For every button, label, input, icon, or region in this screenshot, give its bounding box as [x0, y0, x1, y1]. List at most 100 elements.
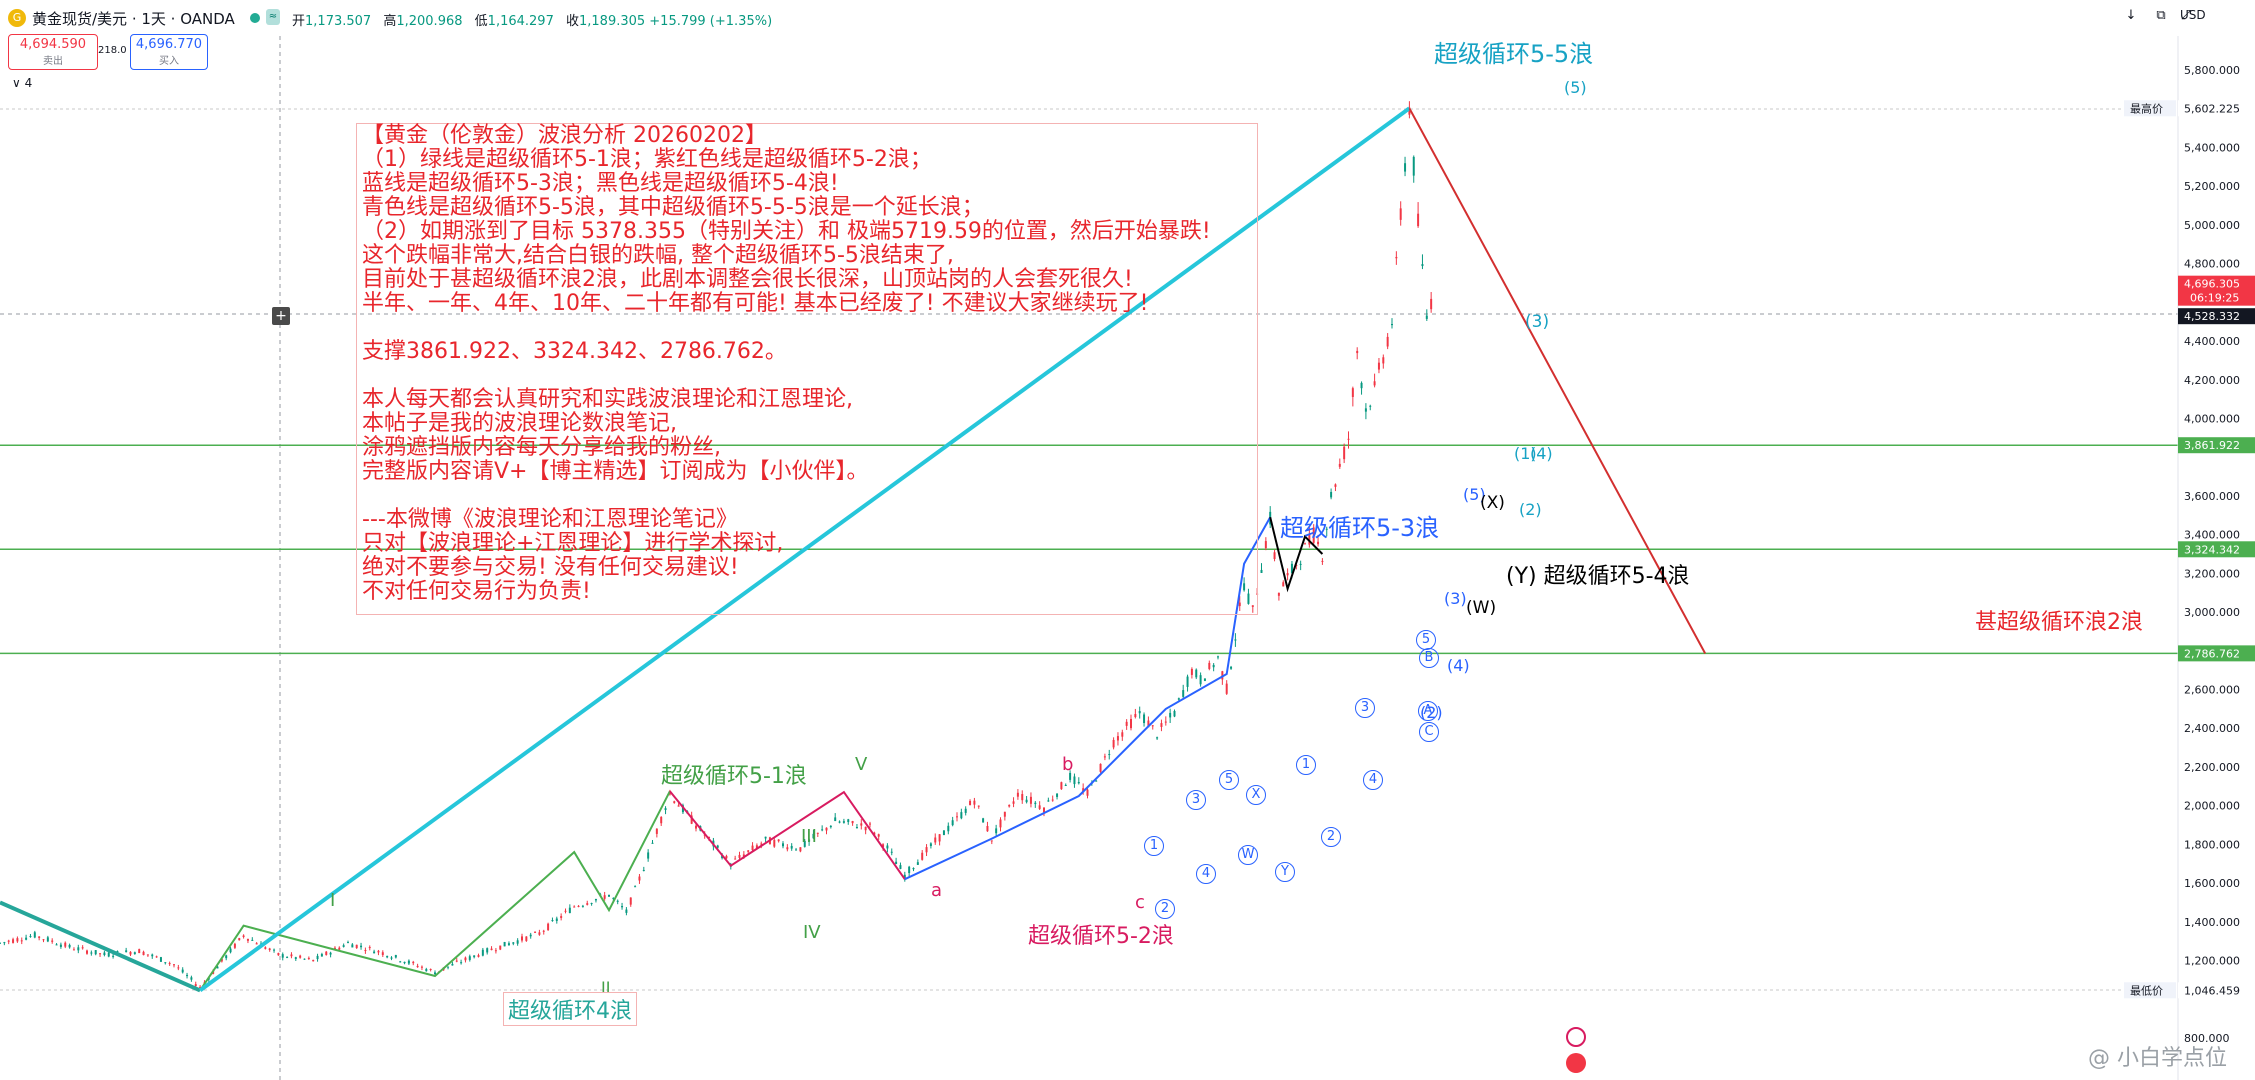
wave-iii-label: III	[801, 826, 817, 847]
candle-body	[790, 845, 793, 849]
price-tick-label: 4,200.000	[2184, 374, 2240, 387]
candle-body	[555, 918, 558, 921]
candle-body	[42, 939, 45, 941]
wave55-label: 超级循环5-5浪	[1434, 40, 1594, 68]
candle-body	[525, 936, 528, 941]
candle-body	[68, 944, 71, 948]
candle-body	[286, 957, 289, 959]
super-cycle-5-1-line	[199, 790, 671, 991]
price-tick-label: 2,200.000	[2184, 761, 2240, 774]
candle-body	[451, 963, 454, 966]
sub-wave-c2-label: 2	[1155, 899, 1175, 919]
candle-body	[1347, 438, 1350, 440]
candle-body	[1121, 732, 1124, 737]
candle-body	[186, 974, 189, 977]
candle-body	[355, 944, 358, 949]
candle-body	[1364, 408, 1367, 412]
candle-body	[425, 968, 428, 972]
candle-body	[921, 852, 924, 860]
candle-body	[1260, 569, 1263, 573]
sub-wave-2-line	[1408, 107, 1707, 654]
candle-body	[377, 950, 380, 953]
candle-body	[1125, 721, 1128, 726]
lightning-event-icon	[1566, 1027, 1586, 1047]
candle-body	[568, 907, 571, 913]
candle-body	[412, 961, 415, 964]
candle-body	[1177, 698, 1180, 700]
price-tick-label: 3,200.000	[2184, 567, 2240, 580]
analysis-note-line: 涂鸦遮挡版内容每天分享给我的粉丝,	[362, 435, 721, 460]
candle-body	[1217, 656, 1219, 658]
price-tag-bg	[2178, 275, 2255, 306]
wave-ii-label: II	[601, 978, 611, 997]
candle-body	[1016, 792, 1019, 797]
candle-body	[834, 817, 837, 822]
buy-button[interactable]: 4,696.770 买入	[130, 34, 208, 70]
candle-body	[603, 895, 606, 899]
price-tag-label-bg	[2124, 982, 2176, 999]
candle-body	[551, 920, 554, 922]
price-tag-label: 最高价	[2130, 101, 2163, 115]
sub-wave-eB-label: B	[1419, 648, 1439, 668]
gold-coin-icon[interactable]: G	[8, 9, 26, 27]
analysis-note-line: 【黄金（伦敦金）波浪分析 20260202】	[362, 123, 767, 148]
candle-body	[1073, 776, 1076, 785]
candle-body	[1430, 298, 1433, 310]
candle-body	[447, 966, 450, 968]
candle-body	[1382, 357, 1385, 364]
candle-body	[969, 800, 972, 806]
candle-body	[925, 847, 928, 853]
candle-body	[277, 952, 280, 956]
price-tick-label: 4,400.000	[2184, 335, 2240, 348]
candle-body	[507, 943, 510, 946]
candle-body	[1356, 350, 1359, 354]
price-tag-value: 1,046.459	[2184, 984, 2240, 997]
arrow-down-icon[interactable]: ↓	[2125, 8, 2137, 23]
candle-body	[307, 957, 310, 959]
candle-body	[995, 828, 998, 834]
candle-body	[199, 986, 202, 989]
candle-body	[1377, 362, 1380, 370]
analysis-note-line: （2）如期涨到了目标 5378.355（特别关注）和 极端5719.59的位置，…	[362, 219, 1211, 244]
candle-body	[964, 808, 967, 813]
currency-select[interactable]: USD	[2180, 8, 2206, 22]
candle-body	[220, 958, 223, 962]
wave-3-label: (3)	[1525, 312, 1550, 332]
price-tick-label: 3,000.000	[2184, 606, 2240, 619]
candle-body	[777, 839, 780, 842]
candle-body	[538, 932, 541, 935]
indicator-toggle[interactable]: ∨ 4	[12, 76, 33, 90]
price-axis[interactable]	[2178, 36, 2255, 1080]
candle-body	[386, 955, 389, 958]
price-tag-bg	[2178, 308, 2255, 325]
candle-body	[1208, 662, 1211, 669]
fullscreen-icon[interactable]: ⤢	[2180, 8, 2192, 23]
analysis-note-line: 这个跌幅非常大,结合白银的跌幅, 整个超级循环5-5浪结束了,	[362, 243, 954, 268]
candle-body	[316, 955, 319, 960]
symbol-title[interactable]: 黄金现货/美元 · 1天 · OANDA	[32, 10, 235, 28]
sell-button[interactable]: 4,694.590 卖出	[8, 34, 98, 70]
price-tag-bg	[2178, 541, 2255, 558]
candle-body	[486, 948, 489, 953]
snapshot-icon[interactable]: ⧉	[2156, 8, 2166, 23]
add-icon[interactable]: +	[272, 307, 290, 325]
candle-body	[942, 830, 945, 836]
open-value: 1,173.507	[305, 14, 372, 29]
close-value: 1,189.305 +15.799 (+1.35%)	[579, 14, 773, 29]
candle-body	[838, 821, 841, 823]
candle-body	[938, 834, 941, 842]
candle-body	[890, 851, 893, 853]
candle-body	[560, 916, 563, 918]
candle-body	[725, 855, 728, 859]
price-tag-bg	[2178, 982, 2255, 999]
candle-body	[956, 816, 958, 818]
analysis-note-line: 半年、一年、4年、10年、二十年都有可能! 基本已经废了! 不建议大家继续玩了!	[362, 291, 1149, 316]
sell-label: 卖出	[43, 56, 63, 67]
candle-body	[255, 943, 258, 945]
candle-body	[1404, 163, 1407, 172]
candle-body	[812, 833, 815, 839]
candle-body	[564, 910, 567, 912]
wave-iv-label: IV	[803, 922, 821, 943]
candle-body	[72, 949, 75, 951]
